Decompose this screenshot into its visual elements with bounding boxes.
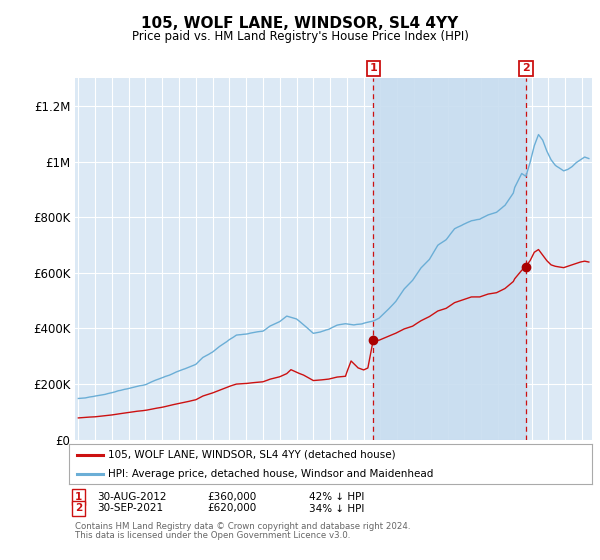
Text: 1: 1: [75, 492, 82, 502]
Text: 105, WOLF LANE, WINDSOR, SL4 4YY: 105, WOLF LANE, WINDSOR, SL4 4YY: [142, 16, 458, 31]
Text: 2: 2: [75, 503, 82, 514]
Text: £360,000: £360,000: [207, 492, 256, 502]
Text: £620,000: £620,000: [207, 503, 256, 514]
Text: This data is licensed under the Open Government Licence v3.0.: This data is licensed under the Open Gov…: [75, 531, 350, 540]
Text: 105, WOLF LANE, WINDSOR, SL4 4YY (detached house): 105, WOLF LANE, WINDSOR, SL4 4YY (detach…: [108, 450, 396, 460]
Text: Contains HM Land Registry data © Crown copyright and database right 2024.: Contains HM Land Registry data © Crown c…: [75, 522, 410, 531]
Text: HPI: Average price, detached house, Windsor and Maidenhead: HPI: Average price, detached house, Wind…: [108, 469, 434, 478]
Text: 1: 1: [370, 63, 377, 73]
Text: 42% ↓ HPI: 42% ↓ HPI: [309, 492, 364, 502]
Text: 34% ↓ HPI: 34% ↓ HPI: [309, 503, 364, 514]
Text: 30-SEP-2021: 30-SEP-2021: [97, 503, 163, 514]
Bar: [373, 78, 526, 440]
Text: 30-AUG-2012: 30-AUG-2012: [97, 492, 167, 502]
Text: Price paid vs. HM Land Registry's House Price Index (HPI): Price paid vs. HM Land Registry's House …: [131, 30, 469, 43]
Text: 2: 2: [522, 63, 530, 73]
